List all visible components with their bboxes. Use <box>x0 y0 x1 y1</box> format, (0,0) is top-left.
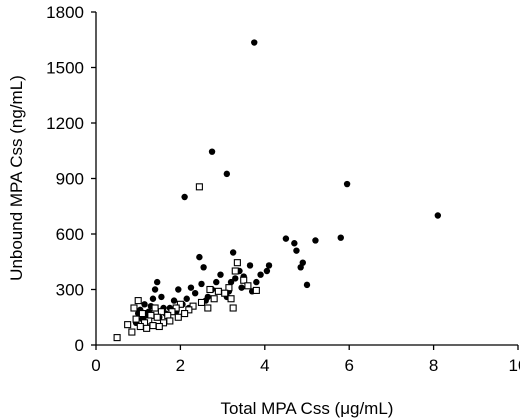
data-point-filled-circle <box>141 301 148 308</box>
data-point-open-square <box>197 298 206 307</box>
data-point-open-square <box>227 295 235 303</box>
data-point-filled-circle <box>217 271 224 278</box>
data-point-filled-circle <box>151 286 159 293</box>
data-point-filled-circle <box>213 278 220 286</box>
x-tick-label: 8 <box>429 356 438 375</box>
data-point-open-square <box>159 319 168 327</box>
y-tick-label: 1500 <box>46 59 84 78</box>
data-point-filled-circle <box>229 249 237 256</box>
data-point-filled-circle <box>303 281 311 289</box>
x-tick-label: 0 <box>91 356 100 375</box>
data-point-open-square <box>195 183 203 191</box>
data-point-filled-circle <box>253 278 260 286</box>
data-point-open-square <box>214 287 222 295</box>
data-point-filled-circle <box>208 148 216 155</box>
data-point-open-square <box>138 309 146 318</box>
data-point-filled-circle <box>232 275 239 282</box>
data-point-open-square <box>176 300 184 308</box>
data-point-open-square <box>244 282 252 290</box>
data-point-filled-circle <box>175 286 182 293</box>
data-point-open-square <box>149 322 157 330</box>
data-point-open-square <box>134 297 142 305</box>
data-point-open-square <box>151 304 159 312</box>
data-point-open-square <box>155 322 163 331</box>
x-ticks: 0 2 4 6 8 10 <box>91 345 520 375</box>
data-point-open-square <box>181 309 189 318</box>
data-point-open-square <box>225 284 233 292</box>
data-point-filled-circle <box>238 284 245 291</box>
y-tick-label: 0 <box>75 336 84 355</box>
data-point-filled-circle <box>153 278 161 286</box>
data-point-open-square <box>240 276 248 284</box>
data-point-open-square <box>113 334 121 342</box>
data-point-open-square <box>124 321 132 329</box>
data-point-filled-circle <box>343 180 351 188</box>
data-point-open-square <box>185 306 193 314</box>
data-point-open-square <box>204 304 212 312</box>
y-tick-label: 1800 <box>46 3 84 22</box>
data-point-filled-circle <box>170 297 178 304</box>
x-tick-label: 6 <box>344 356 353 375</box>
data-point-filled-circle <box>265 262 273 269</box>
data-point-open-square <box>157 308 165 316</box>
data-point-filled-circle <box>257 271 264 278</box>
data-point-filled-circle <box>223 170 231 178</box>
plot-area <box>113 39 442 342</box>
data-point-filled-circle <box>434 212 442 219</box>
data-point-filled-circle <box>263 267 271 275</box>
data-point-open-square <box>174 313 182 321</box>
data-point-filled-circle <box>291 240 298 247</box>
data-point-filled-circle <box>337 234 344 241</box>
data-point-filled-circle <box>200 264 207 271</box>
data-point-open-square <box>143 324 151 332</box>
x-tick-label: 10 <box>509 356 520 375</box>
data-point-filled-circle <box>282 235 290 242</box>
data-point-open-square <box>189 302 197 310</box>
data-point-filled-circle <box>198 280 205 288</box>
y-tick-label: 600 <box>56 225 84 244</box>
data-point-open-square <box>130 304 138 312</box>
data-point-filled-circle <box>187 284 195 291</box>
data-point-open-square <box>221 289 229 297</box>
data-point-filled-circle <box>183 295 190 302</box>
y-tick-label: 1200 <box>46 114 84 133</box>
data-point-filled-circle <box>191 290 199 297</box>
data-point-open-square <box>132 315 140 323</box>
data-point-filled-circle <box>181 193 188 201</box>
data-point-filled-circle <box>312 237 319 244</box>
data-point-open-square <box>172 304 180 312</box>
x-tick-label: 2 <box>176 356 185 375</box>
data-point-open-square <box>206 285 214 294</box>
data-point-open-square <box>231 267 239 275</box>
data-point-open-square <box>168 308 176 316</box>
y-tick-label: 900 <box>56 170 84 189</box>
data-point-filled-circle <box>227 278 235 286</box>
data-point-open-square <box>128 328 136 336</box>
data-point-open-square <box>229 304 237 312</box>
data-point-open-square <box>153 313 161 321</box>
data-point-open-square <box>166 317 174 325</box>
data-point-filled-circle <box>251 39 258 46</box>
data-point-filled-circle <box>158 293 165 301</box>
y-axis-title: Unbound MPA Css (ng/mL) <box>7 75 26 281</box>
y-ticks: 0 300 600 900 1200 1500 1800 <box>46 3 96 355</box>
x-axis-title: Total MPA Css (μg/mL) <box>221 399 394 418</box>
data-point-filled-circle <box>149 295 157 302</box>
y-tick-label: 300 <box>56 281 84 300</box>
data-point-filled-circle <box>293 247 300 254</box>
x-tick-label: 4 <box>260 356 269 375</box>
data-point-open-square <box>252 286 260 294</box>
data-point-open-square <box>136 322 144 331</box>
data-point-open-square <box>210 295 218 303</box>
data-point-filled-circle <box>299 259 306 266</box>
data-point-filled-circle <box>246 262 254 269</box>
data-point-filled-circle <box>196 253 203 261</box>
data-point-open-square <box>233 259 241 267</box>
